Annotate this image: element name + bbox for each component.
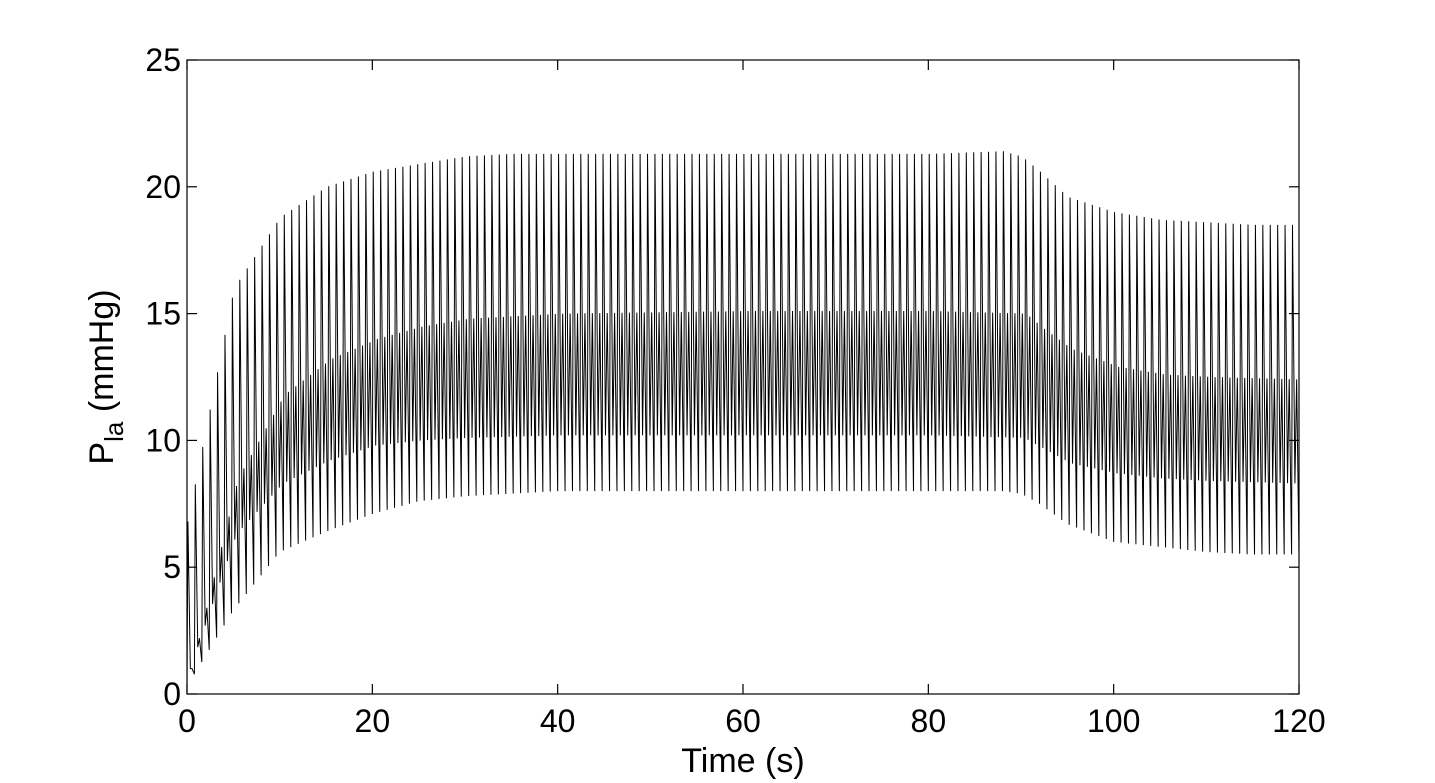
x-tick-label-40: 40 (540, 703, 576, 739)
x-tick-label-60: 60 (725, 703, 761, 739)
ticks (186, 59, 1300, 695)
x-tick-label-120: 120 (1272, 703, 1325, 739)
y-tick-label-0: 0 (163, 676, 181, 712)
y-axis-label-unit: (mmHg) (83, 289, 121, 421)
x-tick-label-80: 80 (911, 703, 947, 739)
x-tick-label-0: 0 (178, 703, 196, 739)
y-tick-label-15: 15 (145, 296, 181, 332)
y-axis-label: Pla (mmHg) (83, 289, 129, 464)
x-axis-label: Time (s) (681, 742, 804, 780)
data-layer (186, 151, 1300, 687)
y-tick-label-25: 25 (145, 42, 181, 78)
x-tick-label-20: 20 (355, 703, 391, 739)
y-tick-label-20: 20 (145, 169, 181, 205)
pla-line (186, 151, 1300, 687)
y-axis-label-main: P (83, 442, 121, 465)
y-tick-label-5: 5 (163, 549, 181, 585)
y-axis-label-subscript: la (99, 421, 129, 442)
tick-labels: 0 20 40 60 80 100 120 0 5 10 15 20 25 (145, 42, 1325, 739)
y-tick-label-10: 10 (145, 422, 181, 458)
x-tick-label-100: 100 (1087, 703, 1140, 739)
